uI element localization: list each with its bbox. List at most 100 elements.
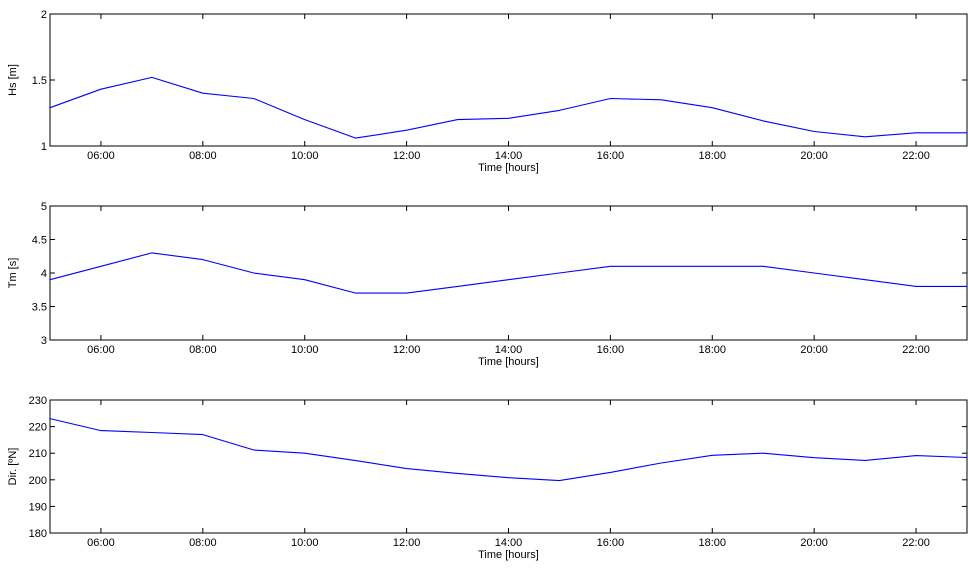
data-point xyxy=(456,118,459,121)
data-point xyxy=(49,278,52,281)
data-point xyxy=(762,265,765,268)
data-point xyxy=(252,272,255,275)
x-tick-label: 16:00 xyxy=(597,537,625,549)
data-point xyxy=(762,119,765,122)
y-tick-label: 5 xyxy=(41,201,47,213)
y-tick-label: 1 xyxy=(41,141,47,153)
data-point xyxy=(558,479,561,482)
data-point xyxy=(660,462,663,465)
data-point xyxy=(354,459,357,462)
data-point xyxy=(405,129,408,132)
data-point xyxy=(609,265,612,268)
x-tick-label: 12:00 xyxy=(393,537,421,549)
data-point xyxy=(252,97,255,100)
y-axis-label: Hs [m] xyxy=(7,64,19,96)
data-point xyxy=(456,472,459,475)
data-point xyxy=(711,106,714,109)
plot-area xyxy=(49,13,968,147)
y-tick-label: 180 xyxy=(29,528,47,540)
data-point xyxy=(252,449,255,452)
chart-panel-1: 06:00 08:00 10:00 12:00 14:00 16:00 18:00 20:00… xyxy=(7,9,968,174)
data-point xyxy=(49,417,52,420)
data-point xyxy=(660,265,663,268)
data-point xyxy=(99,429,102,432)
data-point xyxy=(711,265,714,268)
data-point xyxy=(558,272,561,275)
data-point xyxy=(762,452,765,455)
chart-panel-3: 06:00 08:00 10:00 12:00 14:00 16:00 18:00 20:00… xyxy=(7,395,968,561)
data-point xyxy=(303,452,306,455)
data-point xyxy=(558,109,561,112)
chart-panel-2: 06:00 08:00 10:00 12:00 14:00 16:00 18:00 20:00… xyxy=(7,201,968,368)
x-tick-label: 10:00 xyxy=(291,344,319,356)
data-point xyxy=(660,98,663,101)
data-point xyxy=(609,471,612,474)
data-point xyxy=(150,76,153,79)
x-tick-label: 06:00 xyxy=(87,537,115,549)
y-tick-label: 1.5 xyxy=(32,75,47,87)
x-tick-label: 18:00 xyxy=(699,150,727,162)
y-axis-label: Dir. [ºN] xyxy=(7,448,19,486)
x-tick-label: 22:00 xyxy=(902,344,930,356)
data-point xyxy=(303,278,306,281)
x-tick-label: 22:00 xyxy=(902,150,930,162)
x-tick-label: 18:00 xyxy=(699,537,727,549)
data-point xyxy=(150,251,153,254)
x-tick-label: 22:00 xyxy=(902,537,930,549)
x-tick-label: 08:00 xyxy=(189,344,217,356)
plot-area xyxy=(49,399,968,534)
x-tick-label: 12:00 xyxy=(393,344,421,356)
series-line xyxy=(49,252,967,294)
series-line xyxy=(49,76,967,139)
y-tick-label: 190 xyxy=(29,501,47,513)
plot-area xyxy=(49,205,968,341)
data-point xyxy=(711,454,714,457)
y-tick-label: 210 xyxy=(29,448,47,460)
data-point xyxy=(915,454,918,457)
y-tick-label: 2 xyxy=(41,9,47,21)
data-point xyxy=(405,292,408,295)
data-point xyxy=(915,285,918,288)
y-axis-label: Tm [s] xyxy=(7,258,19,289)
data-point xyxy=(915,131,918,134)
x-tick-label: 20:00 xyxy=(800,537,828,549)
x-tick-label: 08:00 xyxy=(189,150,217,162)
x-tick-label: 12:00 xyxy=(393,150,421,162)
data-point xyxy=(354,137,357,140)
x-tick-label: 06:00 xyxy=(87,150,115,162)
x-tick-label: 20:00 xyxy=(800,150,828,162)
data-point xyxy=(864,278,867,281)
y-tick-label: 4.5 xyxy=(32,235,47,247)
x-tick-label: 18:00 xyxy=(699,344,727,356)
x-tick-label: 16:00 xyxy=(597,344,625,356)
series-line xyxy=(49,418,968,482)
data-point xyxy=(507,476,510,479)
data-point xyxy=(813,130,816,133)
data-point xyxy=(405,467,408,470)
data-point xyxy=(864,135,867,138)
y-tick-label: 200 xyxy=(29,475,47,487)
data-point xyxy=(456,285,459,288)
data-point xyxy=(507,117,510,120)
data-point xyxy=(609,97,612,100)
x-tick-label: 10:00 xyxy=(291,537,319,549)
x-tick-label: 08:00 xyxy=(189,537,217,549)
x-axis-label: Time [hours] xyxy=(478,162,539,174)
x-tick-label: 20:00 xyxy=(800,344,828,356)
data-point xyxy=(813,272,816,275)
data-point xyxy=(99,265,102,268)
data-point xyxy=(150,431,153,434)
data-point xyxy=(864,459,867,462)
x-tick-label: 10:00 xyxy=(291,150,319,162)
data-point xyxy=(507,278,510,281)
data-point xyxy=(201,258,204,261)
y-tick-label: 3 xyxy=(41,335,47,347)
y-tick-label: 220 xyxy=(29,422,47,434)
x-axis-label: Time [hours] xyxy=(478,356,539,368)
x-tick-label: 14:00 xyxy=(495,150,523,162)
y-tick-label: 3.5 xyxy=(32,302,47,314)
data-point xyxy=(49,106,52,109)
x-tick-label: 14:00 xyxy=(495,537,523,549)
data-point xyxy=(99,88,102,91)
